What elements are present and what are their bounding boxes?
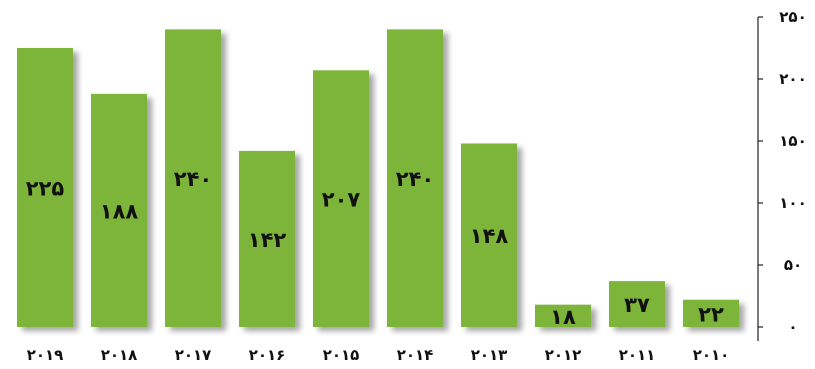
- bar-value-label: ١۴٨: [470, 224, 509, 248]
- y-tick-label: ٢۵٠: [779, 8, 806, 26]
- x-tick-label: ٢٠١٢: [545, 346, 582, 364]
- x-tick-label: ٢٠١٠: [693, 346, 730, 364]
- bars: [17, 29, 744, 332]
- bar-value-label: ٢۴٠: [174, 167, 212, 191]
- bar-value-label: ١٨٨: [100, 199, 139, 223]
- bar-7: [535, 304, 591, 327]
- bar-1: [91, 93, 147, 327]
- bar-value-label: ١۴٢: [248, 228, 287, 252]
- y-tick-label: ١۵٠: [779, 132, 806, 150]
- bar-value-label: ٣٧: [624, 293, 650, 317]
- y-tick-label: ٠: [788, 318, 797, 336]
- bar-value-label: ٢۴٠: [396, 167, 434, 191]
- y-tick-label: ٢٠٠: [779, 70, 806, 88]
- y-tick-label: ۵٠: [784, 256, 802, 274]
- y-axis-ticks: ٠ ۵٠ ١٠٠ ١۵٠ ٢٠٠ ٢۵٠: [758, 8, 807, 336]
- bar-6: [461, 143, 517, 327]
- bar-2: [165, 29, 221, 328]
- bar-value-label: ٢٢: [698, 302, 724, 326]
- bar-8: [609, 281, 665, 327]
- x-tick-label: ٢٠١٩: [27, 346, 64, 364]
- y-tick-label: ١٠٠: [779, 194, 806, 212]
- x-tick-label: ٢٠١۴: [397, 346, 434, 364]
- x-tick-label: ٢٠١١: [619, 346, 656, 364]
- bar-value-label: ٢٠٧: [322, 188, 361, 212]
- x-axis-ticks: ٢٠١٩ ٢٠١٨ ٢٠١٧ ٢٠١۶ ٢٠١۵ ٢٠١۴ ٢٠١٣ ٢٠١٢ ٢٠١١ ٢٠١٠: [27, 346, 730, 364]
- x-tick-label: ٢٠١۶: [249, 346, 286, 364]
- x-tick-label: ٢٠١٣: [471, 346, 508, 364]
- bar-value-label: ٢٢۵: [26, 177, 65, 201]
- bar-value-label: ١٨: [550, 305, 576, 329]
- x-tick-label: ٢٠١۵: [323, 346, 360, 364]
- x-tick-label: ٢٠١٧: [175, 346, 212, 364]
- bar-5: [387, 29, 443, 328]
- bar-3: [239, 150, 295, 327]
- bar-0: [17, 48, 73, 327]
- bar-4: [313, 70, 369, 327]
- value-labels: ٢٢۵ ١٨٨ ٢۴٠ ١۴٢ ٢٠٧ ٢۴٠ ١۴٨ ١٨ ٣٧ ٢٢: [26, 167, 724, 329]
- x-tick-label: ٢٠١٨: [101, 346, 138, 364]
- bar-9: [683, 299, 739, 327]
